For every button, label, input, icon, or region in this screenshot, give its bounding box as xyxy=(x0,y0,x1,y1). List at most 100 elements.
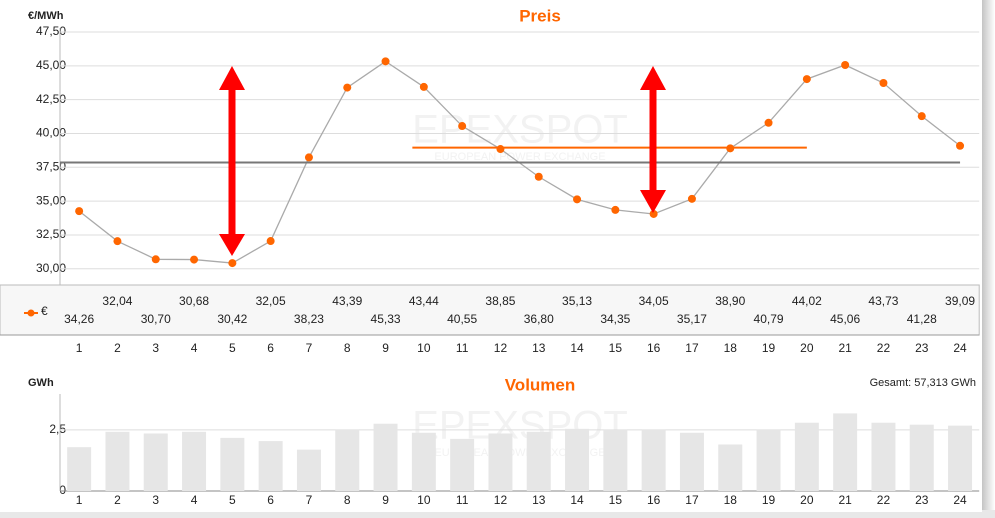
y-axis-label: €/MWh xyxy=(28,10,64,22)
x-tick-label: 9 xyxy=(382,493,389,507)
y-tick-label: 32,50 xyxy=(36,227,66,241)
price-point xyxy=(151,255,160,264)
x-tick-label: 16 xyxy=(647,493,661,507)
bar xyxy=(641,429,666,491)
x-tick-label: 13 xyxy=(532,341,546,355)
value-label: 39,09 xyxy=(945,294,975,308)
x-tick-label: 11 xyxy=(456,341,469,355)
bar xyxy=(794,422,819,491)
bar xyxy=(220,437,245,491)
y-tick-label: 40,00 xyxy=(36,126,66,140)
value-label: 30,42 xyxy=(217,312,247,326)
x-tick-label: 19 xyxy=(762,341,776,355)
y-tick-label: 35,00 xyxy=(36,193,66,207)
value-label: 40,55 xyxy=(447,312,477,326)
price-point xyxy=(573,195,582,204)
arrow-head xyxy=(219,66,245,90)
x-tick-label: 17 xyxy=(685,493,699,507)
arrow-head xyxy=(219,234,245,256)
x-tick-label: 15 xyxy=(609,493,623,507)
price-point xyxy=(879,79,888,88)
bar xyxy=(909,424,934,491)
x-tick-label: 4 xyxy=(191,493,198,507)
value-label: 35,13 xyxy=(562,294,592,308)
y-tick-label: 30,00 xyxy=(36,261,66,275)
x-tick-label: 23 xyxy=(915,493,929,507)
price-point xyxy=(419,82,428,91)
price-point xyxy=(534,172,543,181)
annotation: Gesamt: 57,313 GWh xyxy=(870,377,976,389)
annotation-arrows xyxy=(219,66,666,256)
price-point xyxy=(611,205,620,214)
y-tick-label: 47,50 xyxy=(36,24,66,38)
value-label: 43,73 xyxy=(868,294,898,308)
x-tick-label: 6 xyxy=(267,493,274,507)
value-label: 40,79 xyxy=(754,312,784,326)
x-tick-label: 1 xyxy=(76,341,83,355)
x-tick-label: 22 xyxy=(877,341,891,355)
x-tick-label: 20 xyxy=(800,493,814,507)
value-label: 43,44 xyxy=(409,294,439,308)
x-tick-label: 2 xyxy=(114,493,121,507)
bar xyxy=(718,444,743,491)
x-tick-label: 24 xyxy=(953,493,967,507)
bar xyxy=(411,432,436,491)
bar xyxy=(603,429,628,491)
x-tick-label: 10 xyxy=(417,341,431,355)
watermark-title: EPEXSPOT xyxy=(412,108,628,152)
value-label: 43,39 xyxy=(332,294,362,308)
arrow-head xyxy=(640,190,666,213)
x-tick-label: 17 xyxy=(685,341,699,355)
bar xyxy=(296,449,321,491)
price-point xyxy=(113,237,122,246)
price-point xyxy=(802,75,811,84)
x-tick-label: 21 xyxy=(838,493,852,507)
x-tick-label: 5 xyxy=(229,493,236,507)
bar xyxy=(143,433,168,491)
x-tick-label: 3 xyxy=(152,493,159,507)
frame-shadow xyxy=(980,0,995,518)
frame-shadow xyxy=(0,510,995,518)
x-tick-label: 21 xyxy=(838,341,852,355)
price-point xyxy=(304,153,313,162)
price-point xyxy=(917,112,926,121)
value-label: 45,06 xyxy=(830,312,860,326)
value-label: 36,80 xyxy=(524,312,554,326)
bar xyxy=(373,423,398,491)
y-tick-label: 0 xyxy=(59,483,66,497)
bar xyxy=(182,431,207,491)
x-tick-label: 15 xyxy=(609,341,623,355)
value-label: 41,28 xyxy=(907,312,937,326)
x-tick-label: 14 xyxy=(570,341,584,355)
price-point xyxy=(496,145,505,154)
x-tick-label: 10 xyxy=(417,493,431,507)
bar xyxy=(67,447,92,491)
price-point xyxy=(841,61,850,70)
x-tick-label: 9 xyxy=(382,341,389,355)
price-point xyxy=(764,118,773,127)
x-tick-label: 4 xyxy=(191,341,198,355)
watermark-subtitle: EUROPEAN POWER EXCHANGE xyxy=(434,151,605,163)
price-point xyxy=(75,207,84,216)
watermark-title: EPEXSPOT xyxy=(412,404,628,448)
price-point xyxy=(190,255,199,264)
value-label: 32,05 xyxy=(256,294,286,308)
price-point xyxy=(649,209,658,218)
value-label: 38,23 xyxy=(294,312,324,326)
bar xyxy=(335,429,360,491)
y-axis-label: GWh xyxy=(28,377,54,389)
bar xyxy=(948,425,973,491)
value-label: 35,17 xyxy=(677,312,707,326)
bar xyxy=(488,433,513,491)
x-tick-label: 8 xyxy=(344,341,351,355)
x-tick-label: 5 xyxy=(229,341,236,355)
chart-title: Volumen xyxy=(505,375,576,394)
price-point xyxy=(228,259,237,268)
x-tick-label: 19 xyxy=(762,493,776,507)
value-label: 45,33 xyxy=(371,312,401,326)
bar xyxy=(105,431,130,491)
x-tick-label: 16 xyxy=(647,341,661,355)
x-tick-label: 2 xyxy=(114,341,121,355)
x-tick-label: 7 xyxy=(306,493,313,507)
